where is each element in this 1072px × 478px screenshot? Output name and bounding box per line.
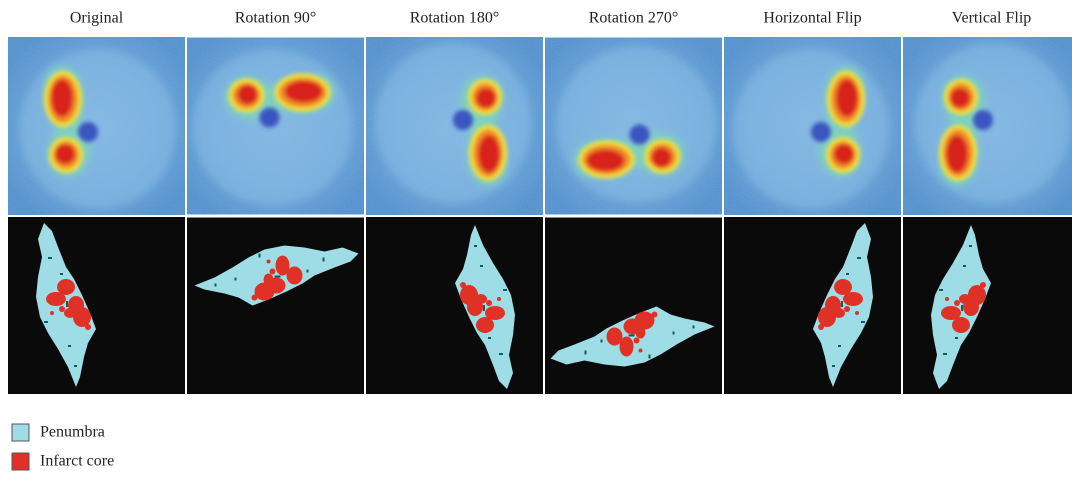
mask-image [187,218,365,395]
legend-label: Infarct core [40,453,114,470]
column-title: Horizontal Flip [763,10,861,27]
heatmap-content [724,37,901,215]
heatmap-image [903,37,1072,215]
segmentation-mask [724,217,901,395]
mask-image [545,218,723,395]
panel-grid: Original Rotation 90° Rotation 180° Rotatio… [8,10,1072,395]
heatmap-content [8,37,185,215]
segmentation-mask [187,218,365,395]
heatmap [8,37,185,215]
mask-content [366,217,543,395]
column-title: Rotation 270° [589,10,679,27]
mask-image [903,217,1072,395]
heatmap-content [903,37,1072,215]
legend-label: Penumbra [40,424,105,441]
legend-swatch [12,453,29,470]
segmentation-mask [8,217,185,395]
column-title: Vertical Flip [952,10,1032,27]
mask-image [366,217,543,395]
mask-content [187,218,365,395]
column-title: Rotation 180° [410,10,500,27]
heatmap-image [545,38,723,215]
heatmap-image [187,38,365,215]
heatmap-content [366,37,543,215]
heatmap [187,38,365,215]
mask-content [8,217,185,395]
heatmap [903,37,1072,215]
mask-image [724,217,901,395]
segmentation-mask [903,217,1072,395]
segmentation-mask [545,218,723,395]
figure: Original Rotation 90° Rotation 180° Rotatio… [0,0,1072,473]
column-title: Rotation 90° [235,10,317,27]
heatmap [366,37,543,215]
legend: Penumbra Infarct core [12,424,114,470]
heatmap [724,37,901,215]
mask-image [8,217,185,395]
heatmap-content [187,38,365,215]
mask-content [724,217,901,395]
mask-content [903,217,1072,395]
heatmap-image [366,37,543,215]
heatmap [545,38,723,215]
column-title: Original [70,10,124,27]
mask-content [545,218,723,395]
heatmap-image [724,37,901,215]
segmentation-mask [366,217,543,395]
heatmap-image [8,37,185,215]
heatmap-content [545,38,723,215]
legend-swatch [12,424,29,441]
